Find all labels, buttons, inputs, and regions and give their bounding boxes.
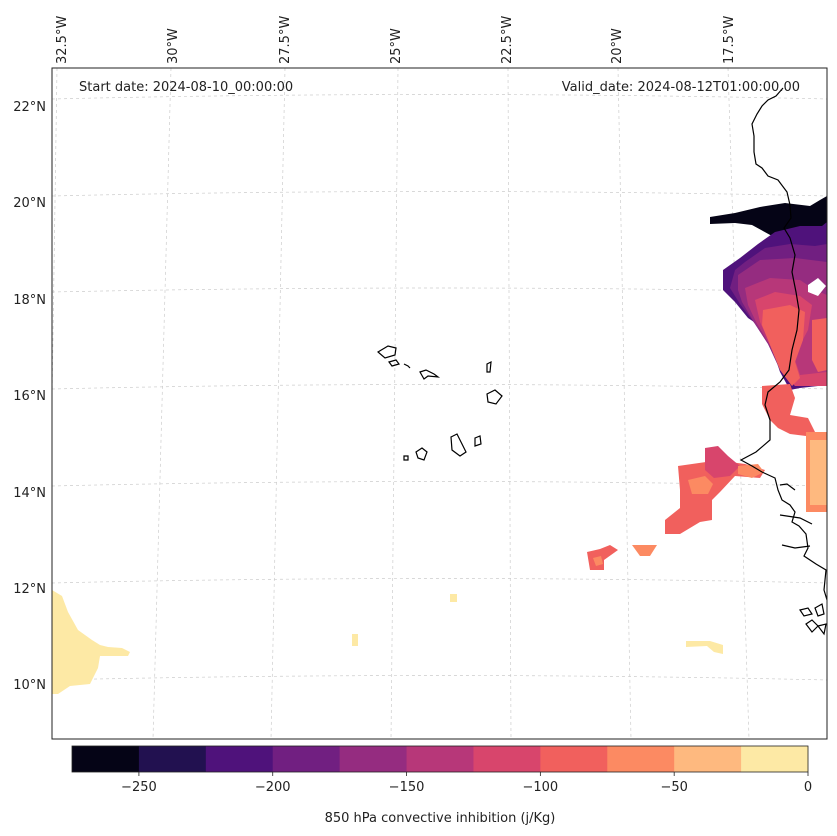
colorbar-ticks: −250 −200 −150 −100 −50 0 [121,772,812,795]
cin-region-small-1 [450,594,457,602]
colorbar-swatch [473,746,541,772]
colorbar-tick-label: −250 [121,780,157,795]
colorbar-title: 850 hPa convective inhibition (j/Kg) [325,811,556,826]
island-maio [474,435,482,447]
colorbar-swatch [607,746,675,772]
cin-region-sw [52,590,130,694]
cin-region-coast-5 [762,305,805,386]
cin-region-coast-6 [812,318,827,372]
cin-region-12n-a [587,545,618,570]
coast-estuary-1 [779,483,796,491]
lon-label: 17.5°W [722,16,737,64]
map-panel [52,68,827,739]
island-sao-nicolau [419,369,441,380]
african-coastline [739,87,827,601]
coast-bijagos-1 [799,607,813,617]
colorbar-tick-label: −150 [389,780,425,795]
lon-label: 20°W [610,28,625,64]
island-fogo [415,447,428,461]
island-boa-vista [486,389,503,405]
coast-estuary-3 [781,544,811,549]
latitude-labels: 22°N 20°N 18°N 16°N 14°N 12°N 10°N [13,100,46,693]
cin-region-12n-a-core [593,556,603,566]
colorbar-tick-label: −50 [660,780,687,795]
colorbar-frame [71,745,809,773]
cin-region-12n-b [632,545,657,556]
island-santiago [450,433,467,457]
colorbar-swatch [741,746,809,772]
island-santa-luzia [403,363,411,369]
island-sal [486,360,492,373]
colorbar-swatches [72,746,809,772]
cin-region-14n-edge [738,464,764,478]
start-date-label: Start date: 2024-08-10_00:00:00 [79,80,293,95]
coast-bijagos-3 [814,603,825,617]
lon-label: 27.5°W [278,16,293,64]
colorbar-tick-label: −200 [255,780,291,795]
island-brava [403,455,409,461]
colorbar-swatch [674,746,742,772]
lat-label: 22°N [13,100,46,115]
island-santo-antao [376,345,397,359]
cin-region-coast-strip [762,384,815,436]
cin-region-small-2 [352,634,358,646]
lat-label: 16°N [13,389,46,404]
coast-bijagos-4 [816,623,827,636]
colorbar: −250 −200 −150 −100 −50 0 850 hPa convective … [71,745,812,826]
colorbar-swatch [138,746,207,772]
colorbar-swatch [339,746,408,772]
colorbar-swatch [406,746,474,772]
cin-region-east-inner [810,440,827,505]
lon-label: 32.5°W [55,16,70,64]
colorbar-swatch [205,746,274,772]
colorbar-swatch [272,746,341,772]
coast-estuary-2 [779,514,813,525]
lat-label: 10°N [13,678,46,693]
lat-label: 18°N [13,293,46,308]
cin-region-14n-core [705,446,740,478]
lat-label: 14°N [13,486,46,501]
colorbar-tick-label: −100 [523,780,559,795]
graticule [52,68,827,739]
cin-region-small-3 [686,641,723,654]
colorbar-swatch [540,746,608,772]
island-sao-vicente [387,359,401,367]
map-frame [51,67,828,740]
lat-label: 20°N [13,196,46,211]
colorbar-tick-label: 0 [804,780,812,795]
colorbar-swatch [72,746,140,772]
longitude-labels: 32.5°W 30°W 27.5°W 25°W 22.5°W 20°W 17.5… [55,16,737,64]
cin-region-hole [808,278,826,296]
lat-label: 12°N [13,582,46,597]
cin-contours [52,196,827,694]
lon-label: 22.5°W [500,16,515,64]
cin-region-14n-inner [688,476,713,494]
coastlines [376,87,827,636]
lon-label: 30°W [166,28,181,64]
lon-label: 25°W [389,28,404,64]
valid-date-label: Valid_date: 2024-08-12T01:00:00.00 [562,80,800,95]
